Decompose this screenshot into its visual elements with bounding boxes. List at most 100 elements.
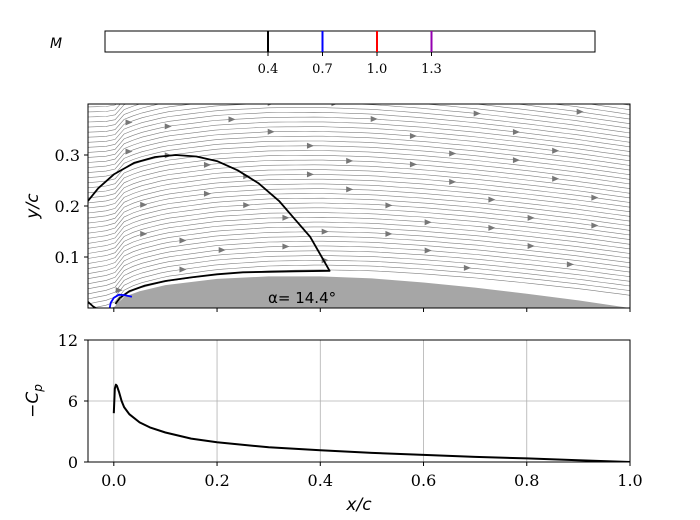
streamline-arrow-14 bbox=[282, 214, 290, 221]
streamline-14 bbox=[88, 202, 630, 244]
streamline-arrow-8 bbox=[385, 230, 393, 237]
streamline-arrow-52 bbox=[537, 90, 544, 96]
streamline-arrow-38 bbox=[409, 133, 417, 140]
streamline-16 bbox=[88, 193, 630, 234]
bottom-xtick-label-1: 0.2 bbox=[204, 471, 229, 490]
streamline-9 bbox=[88, 226, 630, 269]
streamline-20 bbox=[88, 174, 630, 214]
streamline-arrow-57 bbox=[292, 57, 299, 63]
streamline-33 bbox=[88, 111, 630, 148]
streamline-22 bbox=[88, 164, 630, 204]
plot-area-top bbox=[88, 104, 630, 308]
streamline-26 bbox=[88, 145, 630, 183]
pressure-panel: 0.0 0.2 0.4 0.6 0.8 1.0 0 6 12 x/c −Cp bbox=[23, 331, 643, 515]
y-axis-label-bottom: −Cp bbox=[23, 384, 45, 418]
streamline-arrow-12 bbox=[488, 224, 496, 231]
bottom-xtick-label-3: 0.6 bbox=[411, 471, 436, 490]
streamline-arrow-16 bbox=[591, 222, 599, 229]
streamline-2 bbox=[88, 260, 630, 305]
top-ytick-label-2: 0.3 bbox=[55, 146, 80, 165]
streamline-arrow-50 bbox=[229, 88, 236, 94]
top-ytick-label-0: 0.1 bbox=[55, 248, 80, 267]
mach-colorbar: M 0.4 0.7 1.0 1.3 bbox=[50, 30, 596, 77]
colorbar-tick-label-2: 1.0 bbox=[367, 62, 388, 77]
bottom-ytick-label-2: 12 bbox=[58, 331, 78, 350]
streamline-arrow-48 bbox=[434, 93, 441, 99]
streamline-arrow-37 bbox=[267, 128, 275, 135]
bottom-ytick-label-1: 6 bbox=[68, 392, 78, 411]
streamline-panel: 0.1 0.2 0.3 y/c α= 14.4° bbox=[23, 55, 631, 312]
streamline-arrow-46 bbox=[125, 119, 133, 126]
colorbar-frame bbox=[104, 30, 596, 53]
streamline-arrow-23 bbox=[140, 201, 148, 208]
streamline-6 bbox=[88, 240, 630, 285]
cp-line-0 bbox=[112, 383, 630, 462]
streamline-43 bbox=[88, 65, 630, 97]
streamline-21 bbox=[88, 169, 630, 209]
streamline-arrow-31 bbox=[346, 157, 354, 164]
streamline-42 bbox=[88, 69, 630, 101]
streamline-arrow-43 bbox=[164, 123, 172, 130]
colorbar-tick-label-3: 1.3 bbox=[421, 62, 442, 77]
streamline-arrow-51 bbox=[371, 87, 378, 93]
streamline-arrow-44 bbox=[331, 104, 337, 107]
streamline-arrow-15 bbox=[424, 219, 432, 226]
top-ytick-label-1: 0.2 bbox=[55, 197, 80, 216]
streamline-arrow-39 bbox=[552, 147, 560, 154]
streamline-13 bbox=[88, 207, 630, 249]
streamline-arrow-10 bbox=[179, 237, 187, 244]
streamline-arrow-20 bbox=[203, 190, 211, 197]
streamline-25 bbox=[88, 150, 630, 189]
streamline-28 bbox=[88, 135, 630, 173]
streamline-17 bbox=[88, 188, 630, 229]
streamline-44 bbox=[88, 60, 630, 92]
colorbar-tick-label-1: 0.7 bbox=[312, 62, 333, 77]
bottom-ytick-label-0: 0 bbox=[68, 453, 78, 472]
streamline-18 bbox=[88, 183, 630, 224]
bottom-xtick-label-5: 1.0 bbox=[617, 471, 642, 490]
streamline-arrow-29 bbox=[552, 175, 560, 182]
mach-contour-2 bbox=[108, 293, 133, 308]
streamline-arrow-30 bbox=[203, 161, 211, 168]
mach-contour-0 bbox=[88, 154, 331, 305]
streamline-arrow-4 bbox=[282, 243, 290, 250]
streamline-arrow-18 bbox=[385, 202, 393, 209]
streamline-arrow-22 bbox=[488, 196, 496, 203]
streamline-23 bbox=[88, 159, 630, 199]
streamline-arrow-49 bbox=[576, 108, 584, 115]
y-axis-label-top: y/c bbox=[23, 193, 43, 220]
streamline-45 bbox=[88, 55, 630, 87]
streamline-arrow-40 bbox=[228, 116, 236, 123]
streamline-29 bbox=[88, 131, 630, 168]
streamline-arrow-6 bbox=[566, 261, 574, 268]
streamline-11 bbox=[88, 216, 630, 259]
streamline-arrow-17 bbox=[243, 202, 251, 209]
streamline-arrow-25 bbox=[449, 178, 457, 185]
streamline-arrow-5 bbox=[424, 247, 432, 254]
streamline-arrow-28 bbox=[409, 161, 417, 168]
angle-of-attack-label: α= 14.4° bbox=[268, 289, 336, 307]
streamline-34 bbox=[88, 107, 630, 143]
streamline-arrow-36 bbox=[125, 148, 133, 155]
airfoil-shape bbox=[113, 276, 630, 308]
streamline-arrow-7 bbox=[218, 246, 226, 253]
streamline-27 bbox=[88, 140, 630, 178]
streamline-arrow-32 bbox=[512, 157, 520, 164]
streamline-arrow-45 bbox=[473, 110, 481, 117]
streamline-12 bbox=[88, 212, 630, 254]
bottom-xtick-label-2: 0.4 bbox=[308, 471, 333, 490]
colorbar-label: M bbox=[50, 36, 62, 52]
streamline-19 bbox=[88, 178, 630, 219]
streamline-3 bbox=[88, 255, 630, 300]
streamline-10 bbox=[88, 221, 630, 264]
streamline-15 bbox=[88, 197, 630, 239]
streamline-24 bbox=[88, 155, 630, 194]
streamline-8 bbox=[88, 231, 630, 274]
colorbar-tick-label-0: 0.4 bbox=[258, 62, 279, 77]
x-axis-label: x/c bbox=[345, 495, 372, 515]
streamline-38 bbox=[88, 104, 630, 123]
streamline-32 bbox=[88, 116, 630, 153]
streamline-4 bbox=[88, 250, 630, 295]
streamline-arrow-59 bbox=[577, 81, 584, 87]
streamline-arrow-26 bbox=[591, 194, 599, 201]
